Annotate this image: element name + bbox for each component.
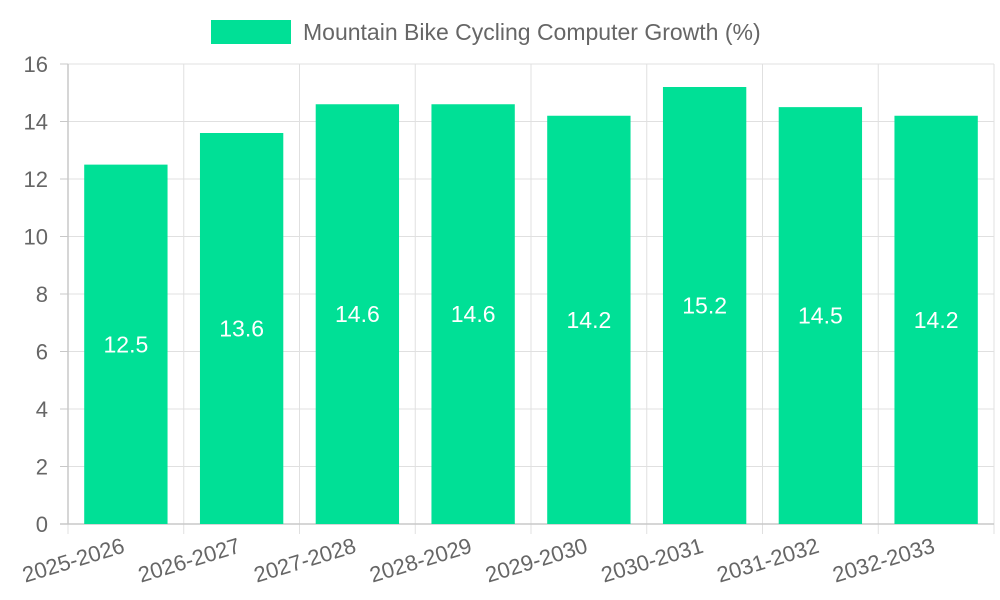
- x-tick-label: 2031-2032: [714, 533, 822, 588]
- legend[interactable]: Mountain Bike Cycling Computer Growth (%…: [211, 19, 761, 45]
- data-label: 14.2: [914, 307, 959, 333]
- x-tick-label: 2025-2026: [19, 533, 127, 588]
- bar-2030-2031[interactable]: [662, 87, 747, 524]
- y-tick-label: 10: [24, 225, 48, 250]
- y-tick-label: 0: [36, 512, 48, 537]
- data-label: 14.6: [335, 301, 380, 327]
- data-label: 15.2: [682, 293, 727, 319]
- data-label: 14.5: [798, 303, 843, 329]
- x-tick-label: 2027-2028: [251, 533, 359, 588]
- x-tick-label: 2029-2030: [482, 533, 590, 588]
- data-label: 14.6: [451, 301, 496, 327]
- bar-2032-2033[interactable]: [894, 115, 978, 524]
- data-labels: 12.5 13.6 14.6 14.6 14.2 15.2 14.5 14.2: [103, 293, 958, 358]
- data-label: 13.6: [219, 316, 264, 342]
- x-tick-label: 2032-2033: [830, 533, 938, 588]
- legend-swatch[interactable]: [211, 20, 291, 44]
- y-tick-label: 12: [24, 167, 48, 192]
- bar-2028-2029[interactable]: [431, 104, 515, 524]
- data-label: 12.5: [103, 331, 148, 357]
- bar-2027-2028[interactable]: [315, 104, 400, 524]
- bar-2025-2026[interactable]: [84, 164, 168, 524]
- x-tick-label: 2026-2027: [135, 533, 243, 588]
- x-tick-label: 2030-2031: [598, 533, 706, 588]
- bars: [84, 87, 978, 524]
- y-tick-label: 2: [36, 455, 48, 480]
- y-tick-label: 4: [36, 397, 48, 422]
- x-tick-label: 2028-2029: [367, 533, 475, 588]
- legend-label[interactable]: Mountain Bike Cycling Computer Growth (%…: [303, 19, 761, 45]
- bar-2029-2030[interactable]: [547, 115, 631, 524]
- y-tick-label: 6: [36, 340, 48, 365]
- bar-2026-2027[interactable]: [199, 133, 284, 524]
- bar-2031-2032[interactable]: [778, 107, 863, 524]
- y-tick-label: 16: [24, 52, 48, 77]
- y-tick-label: 8: [36, 282, 48, 307]
- y-tick-label: 14: [24, 110, 48, 135]
- data-label: 14.2: [566, 307, 611, 333]
